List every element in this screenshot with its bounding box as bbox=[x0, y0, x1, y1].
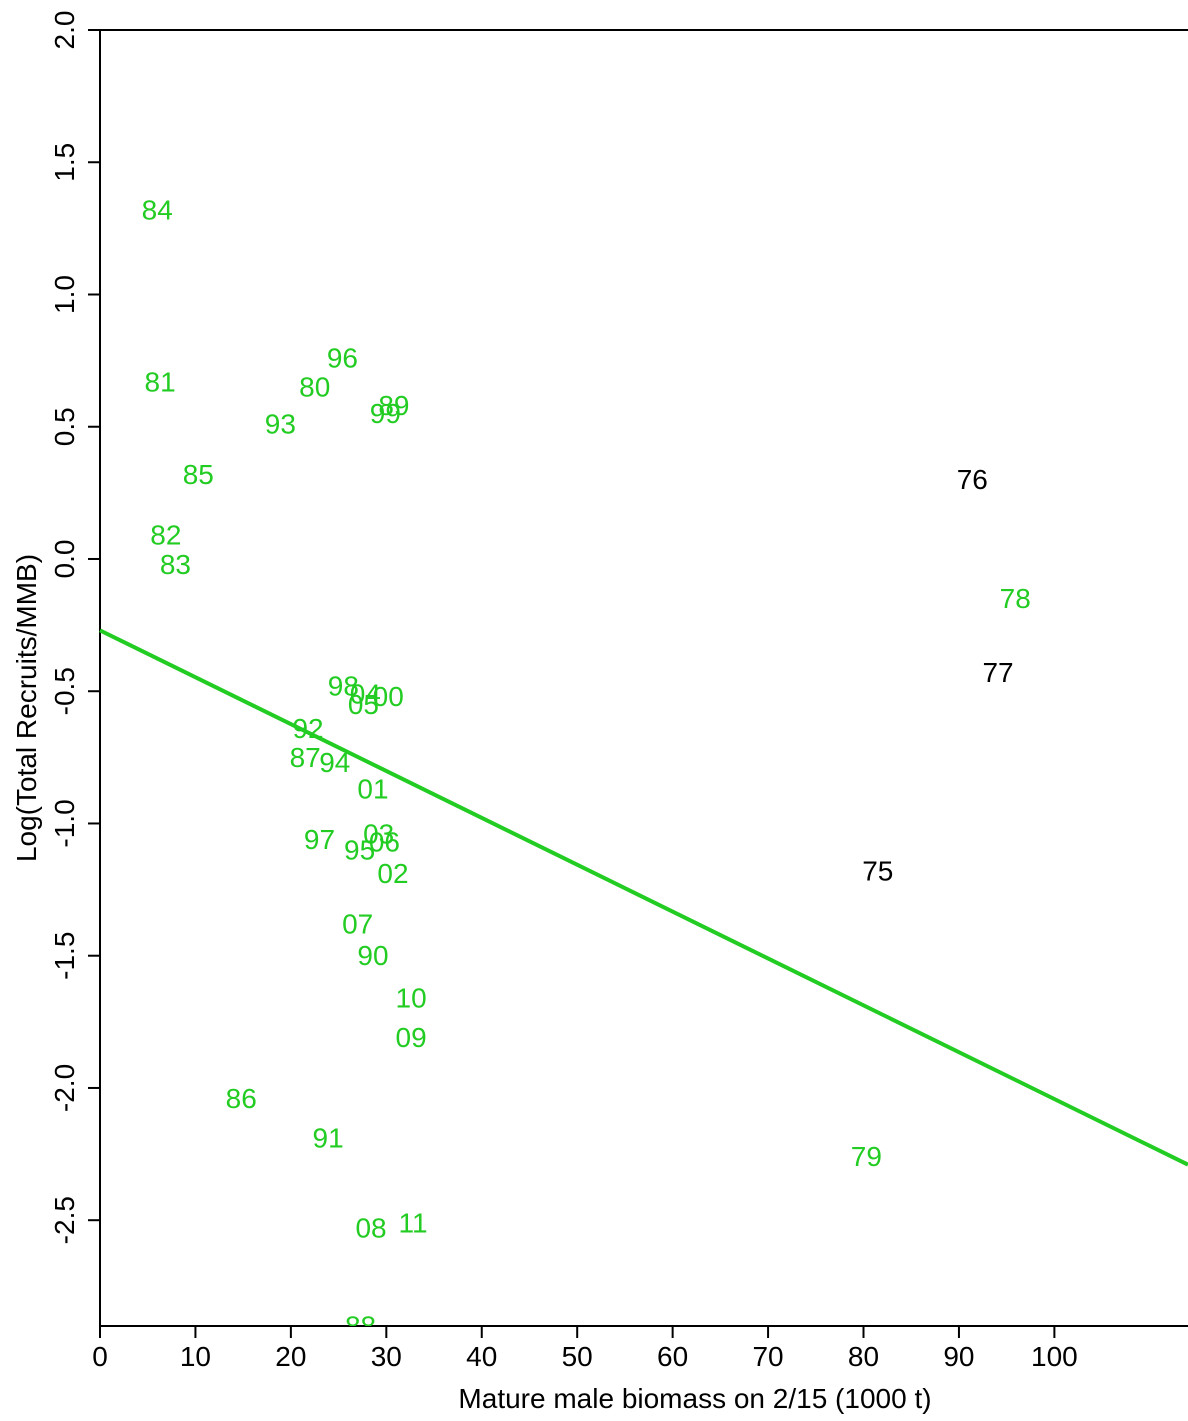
point-label-84: 84 bbox=[142, 194, 173, 225]
point-label-99: 99 bbox=[370, 398, 401, 429]
point-label-10: 10 bbox=[396, 983, 427, 1014]
y-axis-title: Log(Total Recruits/MMB) bbox=[11, 554, 42, 862]
point-label-07: 07 bbox=[342, 908, 373, 939]
point-label-94: 94 bbox=[319, 747, 350, 778]
x-tick-label: 50 bbox=[562, 1341, 593, 1372]
x-tick-label: 80 bbox=[848, 1341, 879, 1372]
regression-line bbox=[99, 628, 1188, 1167]
x-axis-title: Mature male biomass on 2/15 (1000 t) bbox=[458, 1383, 931, 1414]
point-label-08: 08 bbox=[355, 1213, 386, 1244]
axes: 0 10 20 30 40 50 60 70 80 90 100-2.5-2.0-1.5-1.0-0… bbox=[49, 11, 1188, 1372]
point-label-04: 04 bbox=[350, 678, 381, 709]
point-label-79: 79 bbox=[851, 1141, 882, 1172]
y-tick-label: 1.5 bbox=[49, 143, 80, 182]
x-tick-label: 90 bbox=[943, 1341, 974, 1372]
point-label-97: 97 bbox=[304, 824, 335, 855]
x-tick-label: 20 bbox=[275, 1341, 306, 1372]
y-tick-label: -2.0 bbox=[49, 1064, 80, 1112]
point-label-77: 77 bbox=[982, 657, 1013, 688]
point-label-96: 96 bbox=[327, 342, 358, 373]
point-label-89: 89 bbox=[378, 390, 409, 421]
point-label-83: 83 bbox=[160, 549, 191, 580]
point-label-87: 87 bbox=[290, 742, 321, 773]
point-label-00: 00 bbox=[373, 681, 404, 712]
y-tick-label: -1.0 bbox=[49, 799, 80, 847]
y-tick-label: -2.5 bbox=[49, 1196, 80, 1244]
point-label-95: 95 bbox=[344, 834, 375, 865]
point-label-81: 81 bbox=[145, 366, 176, 397]
x-tick-label: 40 bbox=[466, 1341, 497, 1372]
point-label-88: 88 bbox=[345, 1311, 376, 1342]
x-tick-label: 10 bbox=[180, 1341, 211, 1372]
point-label-82: 82 bbox=[150, 520, 181, 551]
point-label-78: 78 bbox=[1000, 583, 1031, 614]
point-label-91: 91 bbox=[313, 1123, 344, 1154]
y-tick-label: -0.5 bbox=[49, 667, 80, 715]
point-label-02: 02 bbox=[377, 858, 408, 889]
point-label-06: 06 bbox=[369, 826, 400, 857]
x-tick-label: 100 bbox=[1031, 1341, 1078, 1372]
fit-line-group bbox=[99, 628, 1188, 1167]
point-label-01: 01 bbox=[357, 774, 388, 805]
x-tick-label: 0 bbox=[92, 1341, 108, 1372]
point-label-75: 75 bbox=[862, 856, 893, 887]
y-tick-label: 0.5 bbox=[49, 407, 80, 446]
point-label-09: 09 bbox=[396, 1022, 427, 1053]
point-label-80: 80 bbox=[299, 372, 330, 403]
x-tick-label: 70 bbox=[752, 1341, 783, 1372]
point-label-92: 92 bbox=[292, 713, 323, 744]
y-tick-label: 0.0 bbox=[49, 540, 80, 579]
point-label-90: 90 bbox=[357, 940, 388, 971]
point-label-86: 86 bbox=[226, 1083, 257, 1114]
point-label-05: 05 bbox=[348, 689, 379, 720]
point-label-76: 76 bbox=[957, 464, 988, 495]
y-tick-label: 1.0 bbox=[49, 275, 80, 314]
point-label-03: 03 bbox=[363, 819, 394, 850]
y-tick-label: -1.5 bbox=[49, 932, 80, 980]
x-tick-label: 30 bbox=[371, 1341, 402, 1372]
point-label-98: 98 bbox=[328, 670, 359, 701]
point-label-85: 85 bbox=[183, 459, 214, 490]
point-label-93: 93 bbox=[265, 409, 296, 440]
y-tick-label: 2.0 bbox=[49, 11, 80, 50]
x-tick-label: 60 bbox=[657, 1341, 688, 1372]
point-label-11: 11 bbox=[398, 1207, 427, 1238]
